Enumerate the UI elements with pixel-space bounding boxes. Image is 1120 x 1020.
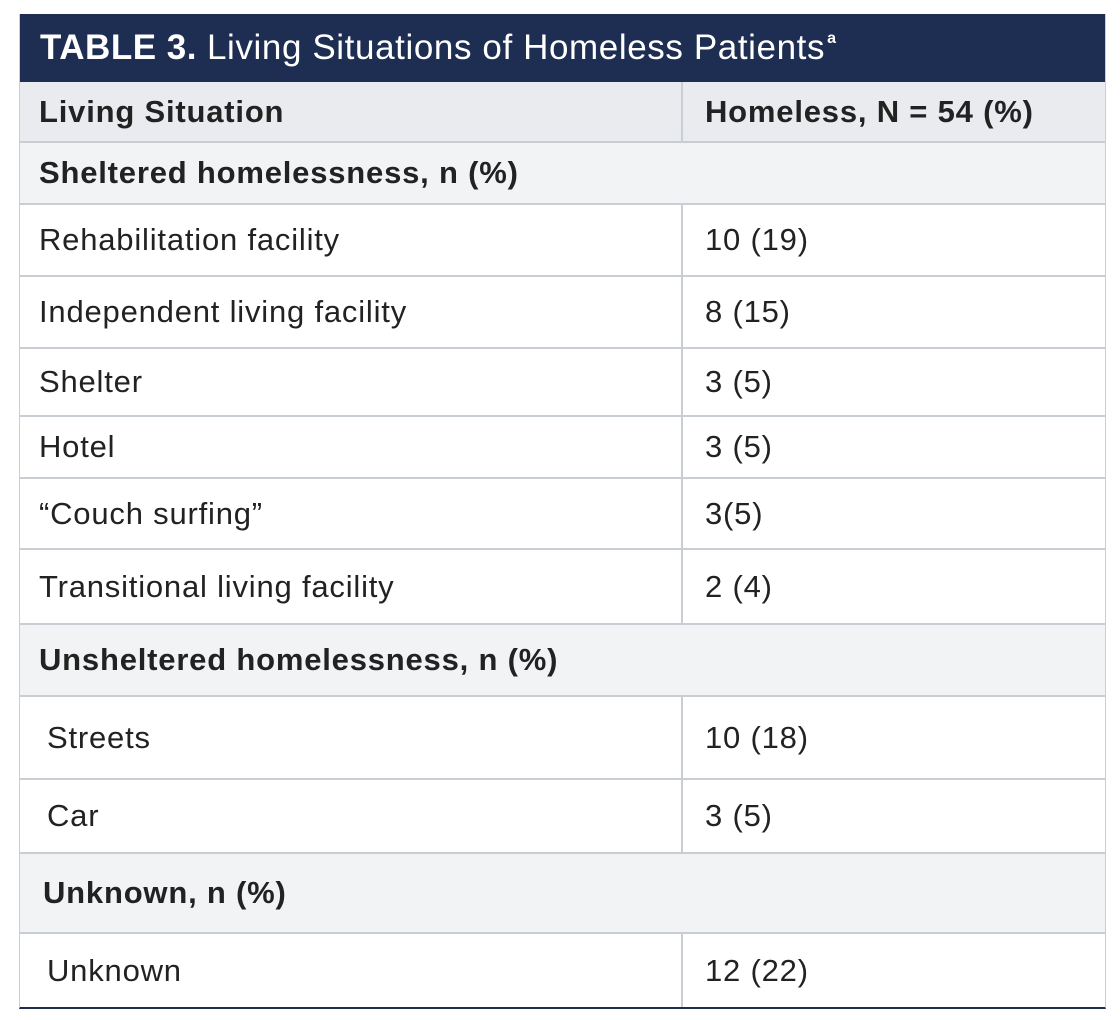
row-situation: Transitional living facility: [20, 548, 682, 624]
table-title-text: Living Situations of Homeless Patients: [206, 28, 826, 67]
section-row-unsheltered: Unsheltered homelessness, n (%): [20, 623, 1105, 696]
row-value: 3(5): [681, 477, 1105, 549]
table-label: TABLE 3.: [40, 28, 197, 67]
section-row-sheltered: Sheltered homelessness, n (%): [20, 141, 1105, 204]
table-row: Streets 10 (18): [20, 695, 1105, 779]
row-situation: Independent living facility: [20, 275, 682, 348]
row-situation: Unknown: [20, 932, 682, 1007]
row-situation: Shelter: [20, 347, 682, 416]
row-value: 3 (5): [681, 347, 1105, 416]
section-row-unknown: Unknown, n (%): [20, 852, 1105, 933]
row-value: 3 (5): [681, 415, 1105, 478]
table-row: Independent living facility 8 (15): [20, 275, 1105, 348]
row-value: 10 (19): [681, 203, 1105, 276]
table-row: Unknown 12 (22): [20, 932, 1105, 1007]
row-value: 10 (18): [681, 695, 1105, 779]
table-row: Car 3 (5): [20, 778, 1105, 853]
table-header-row: Living Situation Homeless, N = 54 (%): [20, 82, 1105, 142]
row-value: 8 (15): [681, 275, 1105, 348]
row-situation: Streets: [20, 695, 682, 779]
data-table: Living Situation Homeless, N = 54 (%) Sh…: [20, 82, 1105, 1007]
table-row: Hotel 3 (5): [20, 415, 1105, 478]
row-situation: Car: [20, 778, 682, 853]
section-label-unsheltered: Unsheltered homelessness, n (%): [20, 623, 1105, 696]
table-row: Shelter 3 (5): [20, 347, 1105, 416]
living-situations-table: TABLE 3. Living Situations of Homeless P…: [19, 14, 1106, 1009]
table-title: Living Situations of Homeless Patients a: [207, 28, 837, 68]
table-row: Rehabilitation facility 10 (19): [20, 203, 1105, 276]
row-situation: Hotel: [20, 415, 682, 478]
table-row: “Couch surfing” 3(5): [20, 477, 1105, 549]
header-living-situation: Living Situation: [20, 82, 682, 142]
row-value: 3 (5): [681, 778, 1105, 853]
row-value: 2 (4): [681, 548, 1105, 624]
section-label-sheltered: Sheltered homelessness, n (%): [20, 141, 1105, 204]
row-situation: Rehabilitation facility: [20, 203, 682, 276]
row-situation: “Couch surfing”: [20, 477, 682, 549]
table-title-bar: TABLE 3. Living Situations of Homeless P…: [20, 14, 1105, 82]
table-row: Transitional living facility 2 (4): [20, 548, 1105, 624]
row-value: 12 (22): [681, 932, 1105, 1007]
section-label-unknown: Unknown, n (%): [20, 852, 1105, 933]
header-homeless-count: Homeless, N = 54 (%): [681, 82, 1105, 142]
title-footnote-marker: a: [827, 30, 837, 47]
